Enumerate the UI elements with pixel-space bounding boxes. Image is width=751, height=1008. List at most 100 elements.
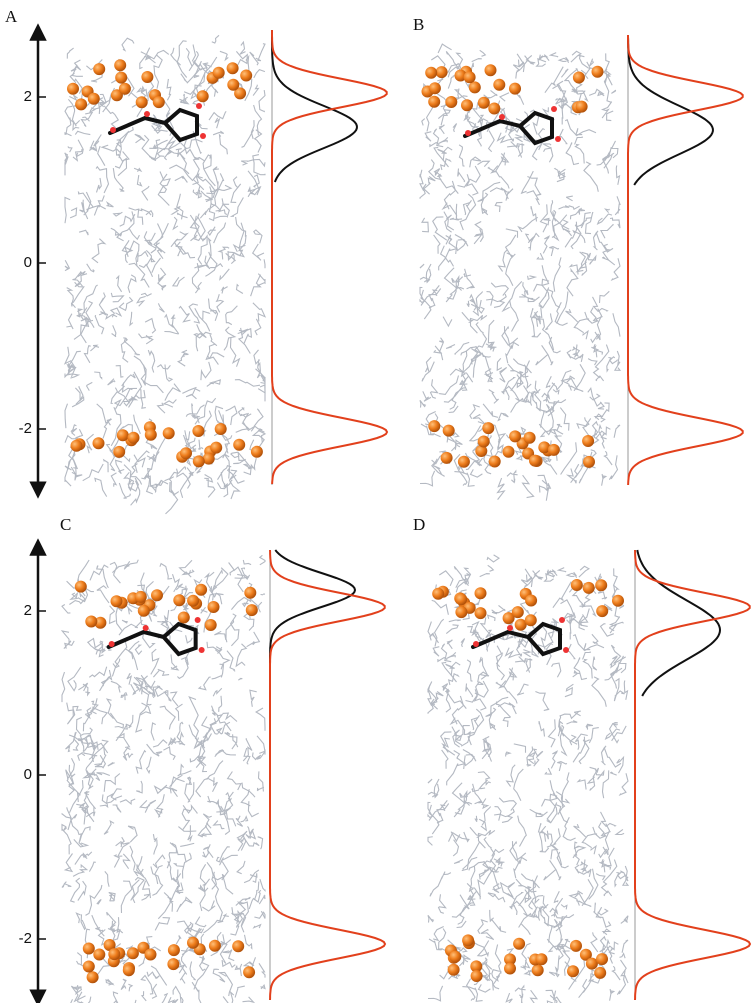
lipid-tail [72,271,83,287]
lipid-tail [146,971,160,980]
lipid-tail [115,365,124,378]
lipid-tail [537,823,547,842]
lipid-tail [475,299,485,314]
lipid-tail [516,683,529,696]
lipid-tail [555,80,567,102]
lipid-tail [500,153,510,166]
lipid-tail [592,296,609,313]
panel-label: D [413,515,425,534]
lipid-tail [583,643,591,651]
lipid-tail [120,692,128,701]
phosphate [493,78,506,91]
lipid-tail [469,314,488,334]
lipid-tail [188,695,200,740]
lipid-tail [156,136,177,157]
lipid-tail [193,955,210,990]
lipid-tail [141,893,152,901]
lipid-tail [200,606,208,614]
lipid-tail [134,450,150,473]
lipid-tail [538,423,553,438]
lipid-tail [559,407,570,431]
lipid-tail [241,599,249,608]
lipid-tail [215,721,231,735]
lipid-tail [86,263,95,273]
lipid-tail [87,637,103,649]
oxygen [194,617,201,623]
lipid-tail [98,97,105,108]
lipid-tail [494,944,502,979]
lipid-tail [516,426,527,436]
lipid-tail [138,953,147,967]
lipid-tail [507,145,523,158]
lipid-tail [164,478,179,515]
lipid-tail [110,227,123,237]
lipid-tail [560,772,570,807]
lipid-tail [589,767,600,791]
lipid-tail [187,825,193,842]
lipid-tail [111,325,117,338]
lipid-tail [433,168,443,178]
lipid-tail [446,639,453,650]
lipid-tail [552,828,561,846]
lipid-tail [464,452,484,464]
lipid-tail [618,655,627,674]
lipid-tail [91,914,105,937]
lipid-tail [573,845,580,866]
lipid-tail [588,727,599,744]
lipid-tail [226,650,236,672]
lipid-tail [114,151,130,169]
phosphate [585,957,598,970]
lipid-tail [115,126,134,148]
lipid-tail [168,149,190,175]
lipid-tail [94,371,103,380]
lipid-tail [153,222,169,254]
lipid-tail [99,669,113,692]
lipid-tail [545,642,553,666]
solute-density [627,35,714,186]
lipid-tail [187,776,192,785]
lipid-tail [452,123,458,133]
lipid-tail [526,190,540,206]
lipid-tail [107,378,116,386]
lipid-tail [439,245,454,267]
lipid-tail [546,802,558,823]
lipid-tail [102,418,112,439]
lipid-tail [494,201,503,212]
lipid-tail [600,811,617,828]
lipid-tail [519,601,533,620]
lipid-tail [157,885,179,920]
lipid-tail [80,914,87,931]
lipid-tail [543,382,556,403]
lipid-tail [498,797,518,811]
lipid-tail [197,825,208,838]
lipid-tail [545,400,560,417]
lipid-tail [507,363,529,378]
lipid-tail [217,246,230,260]
lipid-tail [519,984,525,999]
lipid-tail [465,451,481,471]
phosphate [187,936,199,949]
lipid-tail [542,143,552,149]
lipid-tail [242,996,256,1004]
lipid-tail [61,881,72,888]
phosphate [192,455,205,468]
lipid-tail [611,965,621,981]
oxygen [507,625,513,631]
lipid-tail [110,788,122,801]
lipid-tail [597,401,605,410]
phosphate [463,71,476,84]
phosphate [477,96,490,109]
lipid-tail [134,133,146,144]
lipid-tail [515,55,535,79]
lipid-tail [217,913,229,924]
lipid-tail [220,857,229,881]
lipid-tail [212,687,223,697]
lipid-tail [116,211,135,242]
lipid-tail [503,326,511,348]
lipid-tail [225,619,235,643]
lipid-tail [122,853,131,870]
lipid-tail [244,78,253,102]
lipid-tail [135,749,147,774]
lipid-tail [232,222,245,252]
lipid-tail [428,800,448,821]
